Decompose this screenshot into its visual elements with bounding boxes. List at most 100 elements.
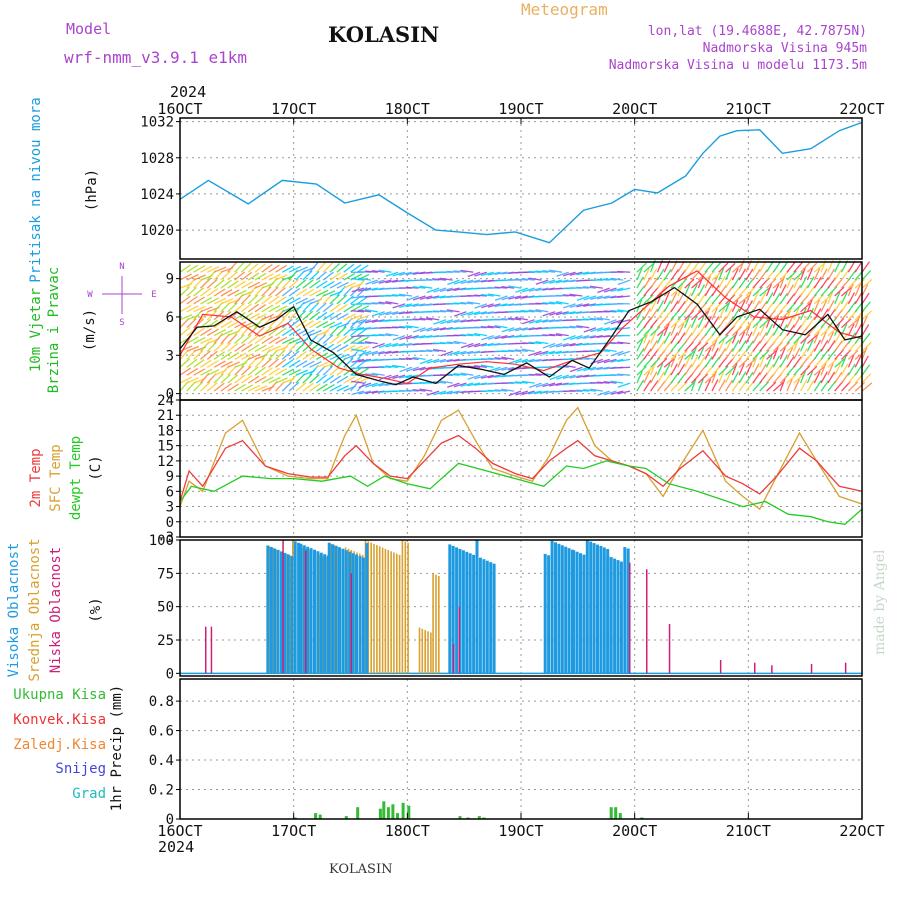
high-cloud-bar <box>543 553 547 674</box>
high-cloud-bar <box>286 554 290 674</box>
wind-barb <box>281 296 294 305</box>
wind-barb <box>820 299 828 313</box>
wind-barb <box>227 302 238 313</box>
wind-barb <box>759 332 768 344</box>
wind-barb <box>254 357 265 368</box>
wind-barb <box>179 376 192 384</box>
wind-barb <box>288 369 302 376</box>
wind-barb <box>261 273 274 281</box>
wind-barb <box>690 284 698 297</box>
wind-barb <box>447 279 460 286</box>
wind-barb <box>779 292 789 305</box>
wind-barb <box>765 292 774 305</box>
wind-barb <box>254 385 268 392</box>
wind-barb <box>481 334 494 341</box>
wind-barb <box>562 342 576 348</box>
wind-barb <box>704 284 713 297</box>
wind-barb <box>234 311 246 321</box>
wind-barb <box>521 358 535 363</box>
wind-barb <box>200 296 213 305</box>
high-cloud-bar <box>323 554 327 674</box>
wind-barb <box>206 350 218 360</box>
wind-barb <box>765 315 772 328</box>
wind-barb <box>213 319 226 329</box>
wind-barb <box>793 347 801 360</box>
wind-barb <box>759 260 767 273</box>
wind-barb <box>268 376 281 384</box>
pressure-frame <box>179 117 863 260</box>
wind-barb <box>806 276 815 289</box>
wind-barb <box>371 302 385 305</box>
precip-bar <box>356 807 360 819</box>
wind-barb <box>704 324 714 336</box>
wind-barb <box>697 275 704 289</box>
wind-barb <box>718 285 727 297</box>
wind-barb <box>522 287 535 293</box>
cloud-ylabel: Visoka Oblacnost <box>6 543 22 678</box>
wind-barb <box>670 291 678 305</box>
wind-barb <box>467 333 481 337</box>
precip-bar <box>386 807 390 819</box>
low-cloud-bar <box>282 540 284 674</box>
wind-barb <box>200 368 213 376</box>
wind-barb <box>583 286 597 289</box>
wind-barb <box>549 311 563 316</box>
wind-barb <box>241 343 253 352</box>
wind-barb <box>731 348 741 360</box>
high-cloud-bar <box>348 551 352 674</box>
wind-barb <box>507 381 522 384</box>
wind-barb <box>220 373 231 384</box>
wind-barb <box>302 329 315 337</box>
wind-barb <box>690 355 699 368</box>
high-cloud-bar <box>351 553 355 674</box>
wind-barb <box>663 358 675 368</box>
wind-barb <box>322 312 335 321</box>
wind-barb <box>405 286 419 289</box>
wind-barb <box>446 309 460 313</box>
high-cloud-bar <box>355 554 358 674</box>
wind-barb <box>268 273 281 281</box>
wind-barb <box>745 331 753 344</box>
wind-barb <box>186 305 199 313</box>
wind-barb <box>650 371 658 384</box>
wind-barb <box>738 362 745 376</box>
wind-barb <box>385 311 399 316</box>
wind-barb <box>542 279 556 285</box>
wind-barb <box>820 380 830 392</box>
sfc-temp-line <box>179 406 863 511</box>
wind-barb <box>371 334 385 337</box>
wind-barb <box>241 321 254 329</box>
wind-barb <box>711 333 722 344</box>
wind-barb <box>549 382 563 387</box>
wind-barb <box>275 358 287 368</box>
wind-barb <box>419 358 433 365</box>
wind-barb <box>336 272 349 281</box>
wind-barb <box>398 311 412 315</box>
wind-barb <box>861 324 870 336</box>
wind-barb <box>725 339 733 352</box>
wind-barb <box>329 263 341 273</box>
model-label: Model <box>66 20 112 38</box>
wind-barb <box>193 327 205 337</box>
wind-barb <box>806 267 814 281</box>
wind-barb <box>731 299 739 313</box>
wind-barb <box>718 365 729 376</box>
wind-barb <box>583 334 597 340</box>
wind-barb <box>200 265 213 273</box>
wind-barb <box>643 371 651 384</box>
wind-barb <box>521 348 535 353</box>
wind-barb <box>643 316 653 329</box>
wind-barb <box>765 301 775 313</box>
clouds-ytick-label: 75 <box>157 566 174 582</box>
wind-barb <box>684 283 691 297</box>
wind-barb <box>636 285 646 297</box>
wind-barb <box>350 314 363 321</box>
wind-barb <box>786 355 795 368</box>
wind-barb <box>281 278 292 289</box>
wind-barb <box>677 350 688 360</box>
wind-barb <box>241 353 254 360</box>
model-name: wrf-nmm_v3.9.1 e1km <box>64 48 248 67</box>
wind-barb <box>725 334 737 345</box>
wind-barb <box>446 358 460 363</box>
wind-barb <box>405 334 419 340</box>
